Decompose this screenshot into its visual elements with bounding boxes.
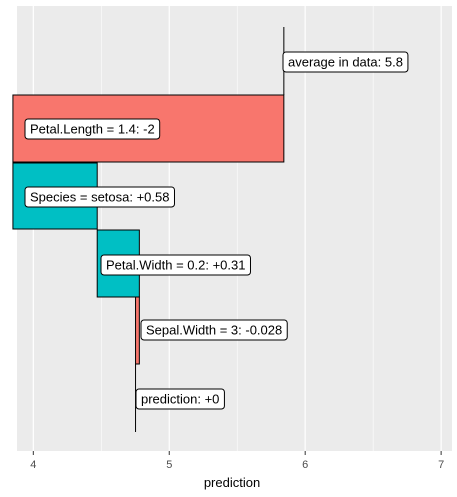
x-tick-label: 6 [302, 459, 308, 471]
contribution-bar [135, 296, 140, 365]
label-layer: average in data: 5.8 Petal.Length = 1.4: … [24, 51, 409, 410]
x-tick-label: 4 [30, 459, 36, 471]
x-tick-label: 7 [438, 459, 444, 471]
contribution-label: Petal.Length = 1.4: -2 [30, 122, 155, 137]
prediction-label: prediction: +0 [141, 392, 219, 407]
x-axis-title: prediction [204, 475, 260, 490]
contribution-label-group: Sepal.Width = 3: -0.028 [140, 319, 288, 341]
x-tick-label: 5 [166, 459, 172, 471]
contribution-label: Species = setosa: +0.58 [30, 190, 169, 205]
contribution-label-box [24, 186, 175, 208]
baseline-label-group: average in data: 5.8 [282, 51, 409, 73]
contribution-label-group: Petal.Length = 1.4: -2 [24, 118, 161, 140]
contribution-label-group: Petal.Width = 0.2: +0.31 [100, 254, 251, 276]
prediction-label-box [135, 388, 225, 410]
contribution-label-box [140, 319, 288, 341]
contribution-label-box [24, 118, 161, 140]
contribution-label-box [100, 254, 251, 276]
tick-layer: 4 5 6 7 [30, 451, 444, 471]
baseline-label: average in data: 5.8 [288, 55, 403, 70]
prediction-label-group: prediction: +0 [135, 388, 225, 410]
contribution-label: Sepal.Width = 3: -0.028 [146, 323, 282, 338]
baseline-label-box [282, 51, 409, 73]
contribution-label: Petal.Width = 0.2: +0.31 [106, 258, 245, 273]
contribution-label-group: Species = setosa: +0.58 [24, 186, 175, 208]
